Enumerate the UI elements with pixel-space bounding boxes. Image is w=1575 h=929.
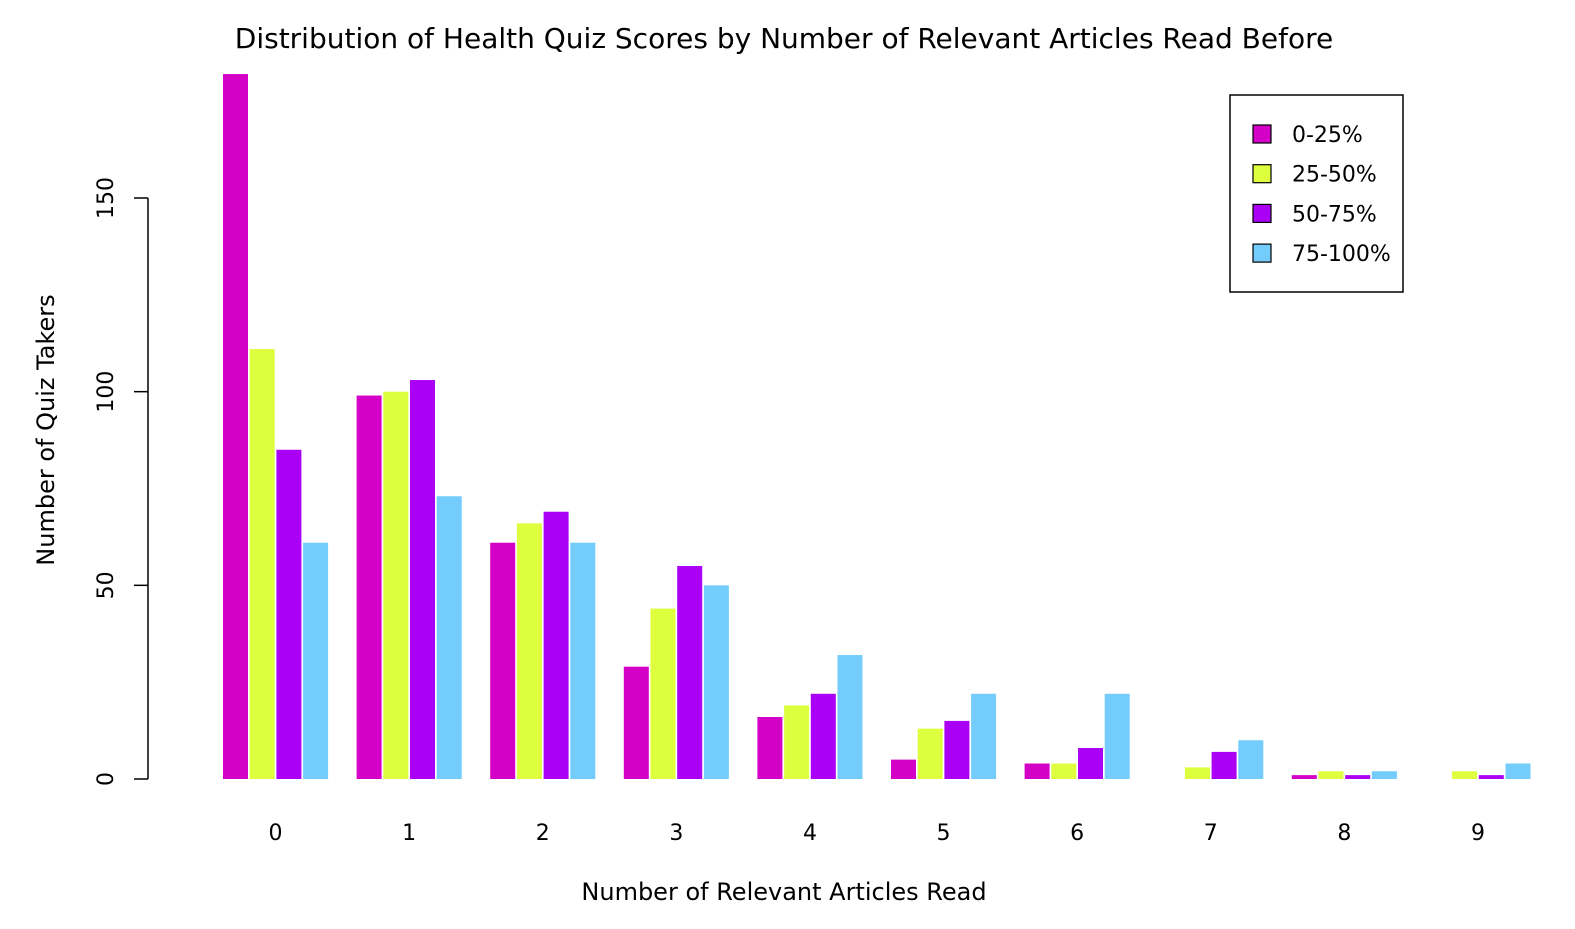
bar-75-100%-cat-5 xyxy=(971,693,997,779)
bar-75-100%-cat-7 xyxy=(1238,740,1264,779)
legend-label: 75-100% xyxy=(1292,242,1391,267)
bar-50-75%-cat-9 xyxy=(1478,775,1504,779)
bar-25-50%-cat-1 xyxy=(383,391,409,779)
bar-25-50%-cat-7 xyxy=(1184,767,1210,779)
bar-50-75%-cat-5 xyxy=(944,720,970,779)
x-tick-label: 3 xyxy=(669,821,683,846)
y-tick-label: 150 xyxy=(94,177,119,219)
x-tick-labels: 0 1 2 3 4 5 6 7 8 9 xyxy=(269,821,1485,846)
bar-0-25%-cat-1 xyxy=(356,395,382,779)
bar-75-100%-cat-0 xyxy=(303,542,329,779)
x-axis-label: Number of Relevant Articles Read xyxy=(581,878,986,906)
x-tick-label: 2 xyxy=(536,821,550,846)
bar-50-75%-cat-8 xyxy=(1345,775,1371,779)
bar-0-25%-cat-8 xyxy=(1291,775,1317,779)
bar-0-25%-cat-0 xyxy=(223,74,248,779)
bar-50-75%-cat-4 xyxy=(810,693,836,779)
bar-0-25%-cat-4 xyxy=(757,717,783,779)
bar-75-100%-cat-3 xyxy=(703,585,729,779)
x-tick-label: 9 xyxy=(1471,821,1485,846)
bar-25-50%-cat-3 xyxy=(650,608,676,779)
bar-50-75%-cat-2 xyxy=(543,511,569,779)
x-tick-label: 1 xyxy=(402,821,416,846)
bar-50-75%-cat-6 xyxy=(1078,748,1103,779)
y-tick-label: 50 xyxy=(94,571,119,599)
bar-75-100%-cat-8 xyxy=(1371,771,1397,779)
y-axis-label: Number of Quiz Takers xyxy=(32,294,60,565)
bar-75-100%-cat-4 xyxy=(837,655,863,779)
bar-0-25%-cat-3 xyxy=(623,666,649,779)
bar-25-50%-cat-8 xyxy=(1318,771,1344,779)
x-tick-label: 7 xyxy=(1204,821,1218,846)
legend-swatch xyxy=(1252,203,1272,223)
bar-75-100%-cat-1 xyxy=(436,496,462,779)
bar-25-50%-cat-4 xyxy=(784,705,810,779)
bar-50-75%-cat-3 xyxy=(677,565,703,779)
legend-swatch xyxy=(1252,164,1272,184)
bar-75-100%-cat-6 xyxy=(1104,693,1130,779)
y-axis: 0 50 100 150 xyxy=(94,177,149,786)
bar-25-50%-cat-0 xyxy=(249,349,275,779)
legend-label: 25-50% xyxy=(1292,163,1377,188)
bar-50-75%-cat-7 xyxy=(1211,751,1237,779)
y-tick-label: 0 xyxy=(94,772,119,786)
legend-swatch xyxy=(1252,243,1272,263)
x-tick-label: 0 xyxy=(269,821,283,846)
bars-group xyxy=(223,74,1531,779)
bar-50-75%-cat-1 xyxy=(410,380,435,779)
bar-25-50%-cat-2 xyxy=(516,523,542,779)
chart-title: Distribution of Health Quiz Scores by Nu… xyxy=(235,22,1333,55)
bar-75-100%-cat-9 xyxy=(1505,763,1531,779)
legend-label: 0-25% xyxy=(1292,123,1363,148)
bar-25-50%-cat-6 xyxy=(1051,763,1077,779)
legend-swatch xyxy=(1252,124,1272,144)
bar-50-75%-cat-0 xyxy=(276,449,302,779)
x-tick-label: 8 xyxy=(1337,821,1351,846)
bar-25-50%-cat-9 xyxy=(1452,771,1478,779)
legend: 0-25% 25-50% 50-75% 75-100% xyxy=(1229,94,1404,293)
x-tick-label: 5 xyxy=(937,821,951,846)
bar-0-25%-cat-2 xyxy=(490,542,516,779)
x-tick-label: 6 xyxy=(1070,821,1084,846)
bar-75-100%-cat-2 xyxy=(570,542,596,779)
bar-25-50%-cat-5 xyxy=(917,728,943,779)
bar-0-25%-cat-6 xyxy=(1024,763,1050,779)
legend-label: 50-75% xyxy=(1292,202,1377,227)
bar-0-25%-cat-5 xyxy=(891,759,916,779)
x-tick-label: 4 xyxy=(803,821,817,846)
y-tick-label: 100 xyxy=(94,371,119,413)
